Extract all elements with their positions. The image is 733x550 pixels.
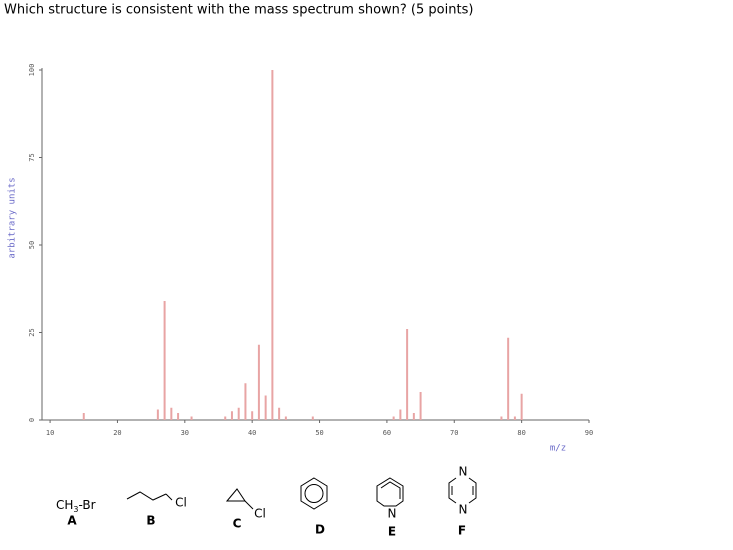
atom-label: N bbox=[388, 507, 397, 521]
x-tick-label: 70 bbox=[450, 429, 458, 437]
x-tick-label: 80 bbox=[517, 429, 525, 437]
atom-label: Cl bbox=[175, 496, 187, 510]
structure-bond bbox=[165, 493, 173, 501]
formula-part: -Br bbox=[79, 498, 96, 512]
structure-ring bbox=[300, 477, 328, 510]
option-formula: CH3-Br bbox=[56, 498, 96, 514]
x-tick-label: 50 bbox=[315, 429, 323, 437]
formula-subscript: 3 bbox=[73, 505, 78, 514]
option-letter: C bbox=[233, 517, 242, 531]
question: Which structure is consistent with the m… bbox=[4, 3, 473, 18]
option-letter: B bbox=[146, 514, 155, 528]
atom-label: N bbox=[459, 465, 468, 479]
structure-double-bonds bbox=[380, 481, 401, 499]
x-tick-label: 20 bbox=[113, 429, 121, 437]
y-tick-label: 100 bbox=[28, 64, 36, 77]
atom-label: N bbox=[459, 503, 468, 517]
y-tick-label: 0 bbox=[28, 418, 36, 422]
structure-bonds bbox=[468, 477, 477, 504]
x-tick-label: 40 bbox=[248, 429, 256, 437]
x-tick-label: 10 bbox=[46, 429, 54, 437]
x-tick-label: 60 bbox=[383, 429, 391, 437]
x-tick-label: 30 bbox=[181, 429, 189, 437]
y-tick-label: 75 bbox=[28, 153, 36, 161]
structure-bond bbox=[244, 500, 254, 510]
option-letter: F bbox=[458, 524, 466, 538]
y-tick-label: 25 bbox=[28, 328, 36, 336]
option-letter: E bbox=[388, 525, 396, 539]
y-tick-label: 50 bbox=[28, 241, 36, 249]
structure-ring bbox=[376, 477, 404, 507]
chart: 0 25 50 75 100 10 20 30 40 50 60 70 80 90 arbitrary un… bbox=[8, 64, 594, 454]
option-letter: D bbox=[315, 523, 325, 537]
aromatic-circle bbox=[304, 484, 324, 503]
option-letter: A bbox=[67, 514, 77, 528]
structure-ring bbox=[225, 488, 246, 502]
y-axis-title: arbitrary units bbox=[8, 177, 18, 258]
structure-bonds bbox=[126, 491, 167, 501]
atom-label: Cl bbox=[254, 507, 266, 521]
x-tick-label: 90 bbox=[585, 429, 593, 437]
structure-bonds bbox=[448, 477, 457, 504]
formula-part: CH bbox=[56, 498, 73, 512]
x-axis-title: m/z bbox=[550, 444, 566, 454]
